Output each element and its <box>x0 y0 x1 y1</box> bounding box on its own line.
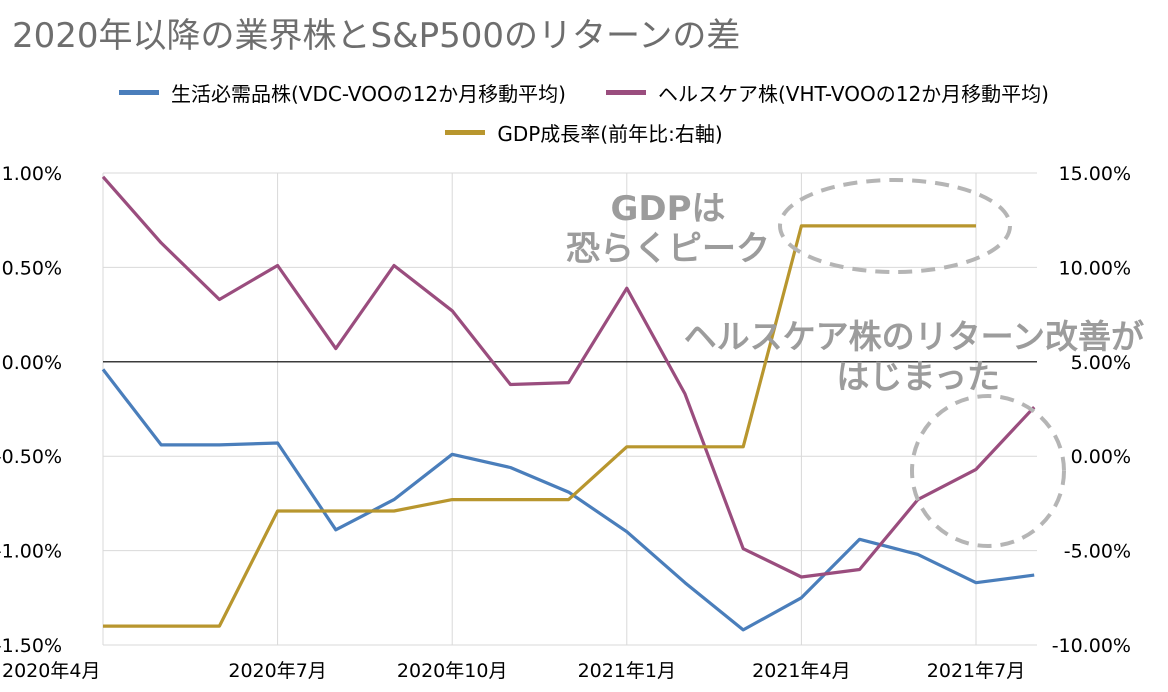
right-tick-label: 5.00% <box>1071 352 1131 374</box>
legend-item-healthcare: ヘルスケア株(VHT-VOOの12か月移動平均) <box>605 78 1049 107</box>
legend-item-gdp: GDP成長率(前年比:右軸) <box>445 118 723 147</box>
x-tick-label: 2020年4月 <box>2 660 100 682</box>
annotation-healthcare-line2: はじまった <box>836 357 1000 396</box>
annotation-gdp-peak-line1: GDPは <box>610 189 725 229</box>
left-tick-label: 0.50% <box>2 257 62 279</box>
right-tick-label: 10.00% <box>1059 257 1131 279</box>
x-tick-label: 2020年10月 <box>397 660 508 682</box>
legend: 生活必需品株(VDC-VOOの12か月移動平均) ヘルスケア株(VHT-VOOの… <box>0 72 1168 152</box>
right-tick-label: -5.00% <box>1064 541 1131 563</box>
legend-item-staples: 生活必需品株(VDC-VOOの12か月移動平均) <box>119 78 566 107</box>
peak-highlight-ellipse <box>778 178 1012 274</box>
legend-label-staples: 生活必需品株(VDC-VOOの12か月移動平均) <box>171 81 566 106</box>
left-tick-label: -1.50% <box>0 635 62 657</box>
improvement-highlight-ellipse <box>910 394 1066 548</box>
legend-swatch-healthcare <box>605 89 646 95</box>
annotation-healthcare-line1: ヘルスケア株のリターン改善が <box>684 317 1144 356</box>
left-tick-label: -1.00% <box>0 541 62 563</box>
annotation-gdp-peak-line2: 恐らくピーク <box>566 229 770 269</box>
left-tick-label: 1.00% <box>2 163 62 185</box>
legend-swatch-staples <box>119 89 159 95</box>
x-tick-label: 2021年7月 <box>927 660 1025 682</box>
series-line-2 <box>103 224 976 628</box>
right-tick-label: -10.00% <box>1052 635 1131 657</box>
right-tick-label: 15.00% <box>1059 163 1131 185</box>
left-tick-label: 0.00% <box>2 352 62 374</box>
x-tick-label: 2021年1月 <box>578 660 676 682</box>
x-tick-label: 2021年4月 <box>752 660 850 682</box>
legend-label-gdp: GDP成長率(前年比:右軸) <box>497 121 723 146</box>
right-tick-label: 0.00% <box>1071 446 1131 468</box>
legend-label-healthcare: ヘルスケア株(VHT-VOOの12か月移動平均) <box>657 81 1049 106</box>
x-tick-label: 2020年7月 <box>228 660 326 682</box>
chart-title: 2020年以降の業界株とS&P500のリターンの差 <box>12 16 741 56</box>
left-tick-label: -0.50% <box>0 446 62 468</box>
legend-swatch-gdp <box>445 129 486 135</box>
